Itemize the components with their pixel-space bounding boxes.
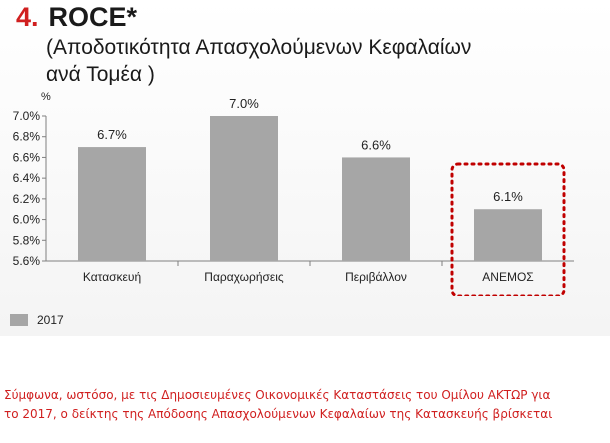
y-tick-label: 6.8% bbox=[13, 130, 41, 144]
data-label: 7.0% bbox=[229, 96, 259, 111]
category-label: Περιβάλλον bbox=[345, 270, 407, 284]
data-label: 6.7% bbox=[97, 127, 127, 142]
y-axis-unit: % bbox=[41, 91, 51, 103]
category-label: ΑΝΕΜΟΣ bbox=[482, 270, 533, 284]
data-label: 6.6% bbox=[361, 137, 391, 152]
title-text: ROCE* bbox=[48, 2, 138, 32]
bar bbox=[342, 157, 410, 261]
chart-subtitle: (Αποδοτικότητα Απασχολούμενων Κεφαλαίων … bbox=[46, 34, 586, 88]
bar bbox=[474, 209, 542, 261]
y-tick-label: 6.0% bbox=[13, 213, 41, 227]
bar bbox=[78, 147, 146, 261]
y-tick-label: 5.8% bbox=[13, 233, 41, 247]
y-tick-label: 7.0% bbox=[13, 109, 41, 123]
highlight-box bbox=[450, 162, 566, 296]
legend-swatch bbox=[10, 314, 28, 326]
bar-chart: % 5.6% 5.8% 6.0% 6.2% 6.4% 6.6% 6.8% 7.0% 6.7% Κατ… bbox=[13, 91, 574, 296]
bar bbox=[210, 116, 278, 261]
section-number: 4. bbox=[16, 2, 39, 32]
chart-title: 4. ROCE* bbox=[16, 2, 137, 36]
category-label: Παραχωρήσεις bbox=[204, 270, 284, 284]
y-tick-label: 6.6% bbox=[13, 150, 41, 164]
category-label: Κατασκευή bbox=[83, 270, 141, 284]
footer-line-2: το 2017, ο δείκτης της Απόδοσης Απασχολο… bbox=[4, 407, 553, 421]
subtitle-line-2: ανά Τομέα ) bbox=[46, 63, 155, 86]
subtitle-line-1: (Αποδοτικότητα Απασχολούμενων Κεφαλαίων bbox=[46, 36, 472, 59]
legend: 2017 bbox=[10, 313, 64, 327]
y-tick-label: 6.4% bbox=[13, 171, 41, 185]
footer-line-1: Σύμφωνα, ωστόσο, με τις Δημοσιευμένες Οι… bbox=[4, 388, 551, 402]
chart-panel: 4. ROCE* (Αποδοτικότητα Απασχολούμενων Κ… bbox=[0, 0, 610, 336]
footer-text: Σύμφωνα, ωστόσο, με τις Δημοσιευμένες Οι… bbox=[4, 386, 610, 424]
legend-label: 2017 bbox=[37, 313, 64, 327]
data-label: 6.1% bbox=[493, 189, 523, 204]
y-tick-label: 5.6% bbox=[13, 254, 41, 268]
y-tick-label: 6.2% bbox=[13, 192, 41, 206]
